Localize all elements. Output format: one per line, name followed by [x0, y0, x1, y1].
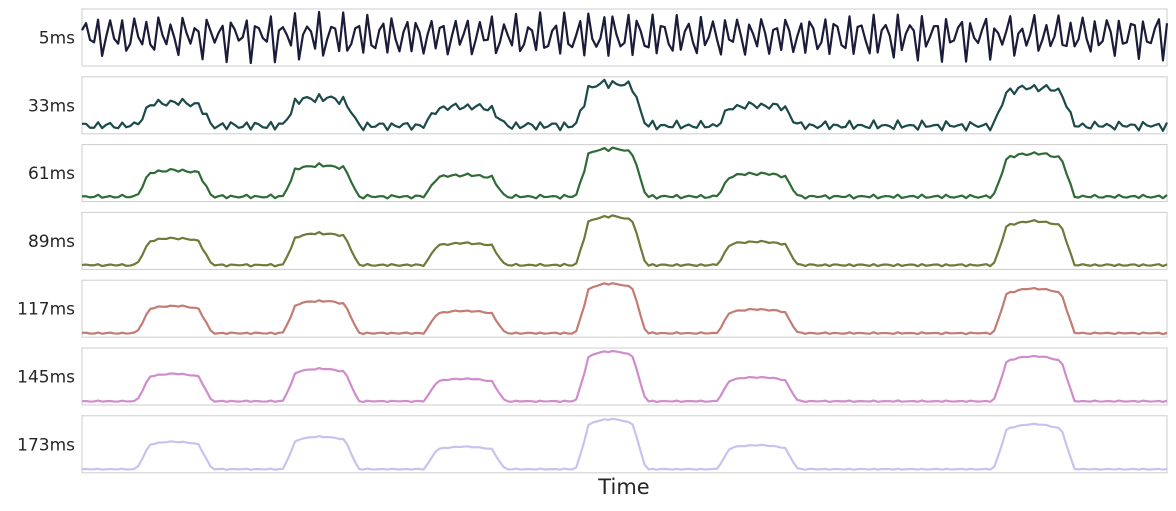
panel-117ms: 117ms — [17, 279, 1168, 338]
panel-frame — [81, 144, 1168, 203]
series-line-117ms — [81, 282, 1168, 336]
series-label-173ms: 173ms — [17, 435, 75, 455]
series-line-89ms — [81, 214, 1168, 268]
panel-145ms: 145ms — [17, 347, 1168, 406]
series-line-173ms — [81, 417, 1168, 471]
series-line-33ms — [81, 78, 1168, 132]
panel-173ms: 173ms — [17, 415, 1168, 474]
series-label-145ms: 145ms — [17, 368, 75, 388]
series-label-61ms: 61ms — [28, 164, 75, 184]
panels-layer: 5ms 33ms 61ms 89ms 117ms 145ms 173ms — [17, 8, 1169, 474]
panel-5ms: 5ms — [39, 8, 1169, 67]
panel-33ms: 33ms — [28, 76, 1168, 135]
x-axis-label: Time — [597, 475, 649, 499]
series-label-33ms: 33ms — [28, 96, 75, 116]
panel-frame — [81, 415, 1168, 474]
series-line-5ms — [81, 10, 1169, 65]
panel-61ms: 61ms — [28, 144, 1168, 203]
panel-frame — [81, 279, 1168, 338]
series-line-61ms — [81, 146, 1168, 200]
series-line-145ms — [81, 349, 1168, 404]
panel-frame — [81, 211, 1168, 270]
panel-89ms: 89ms — [28, 211, 1168, 270]
series-label-89ms: 89ms — [28, 232, 75, 252]
series-label-5ms: 5ms — [39, 29, 75, 49]
panel-frame — [81, 347, 1168, 406]
series-label-117ms: 117ms — [17, 300, 75, 320]
